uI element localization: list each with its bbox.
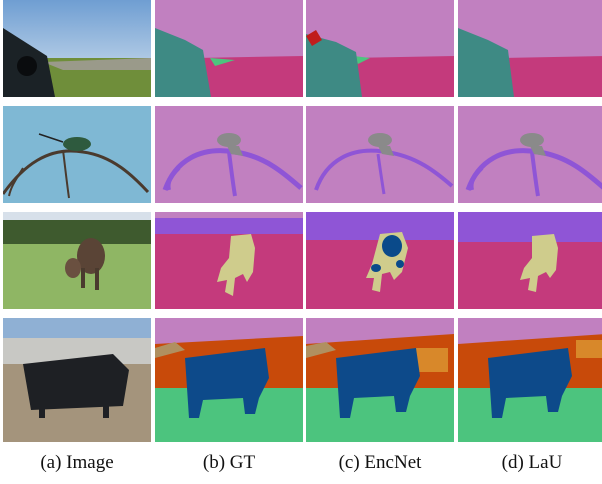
caption-image: (a) Image: [40, 452, 114, 473]
row2-encnet: [306, 106, 454, 203]
row4-encnet: [306, 318, 454, 442]
row2-gt: [155, 106, 303, 203]
row2-photo: [3, 106, 151, 203]
figure-grid: [3, 0, 602, 442]
caption-encnet: (c) EncNet: [338, 452, 422, 473]
row1-gt: [155, 0, 303, 97]
row4-photo: [3, 318, 151, 442]
row2-lau: [458, 106, 602, 203]
row3-encnet: [306, 212, 454, 309]
row3-photo: [3, 212, 151, 309]
row4-gt: [155, 318, 303, 442]
row4-lau: [458, 318, 602, 442]
caption-gt: (b) GT: [202, 452, 256, 473]
row1-lau: [458, 0, 602, 97]
caption-lau: (d) LaU: [501, 452, 563, 473]
row3-lau: [458, 212, 602, 309]
row3-gt: [155, 212, 303, 309]
row1-encnet: [306, 0, 454, 97]
row1-photo: [3, 0, 151, 97]
